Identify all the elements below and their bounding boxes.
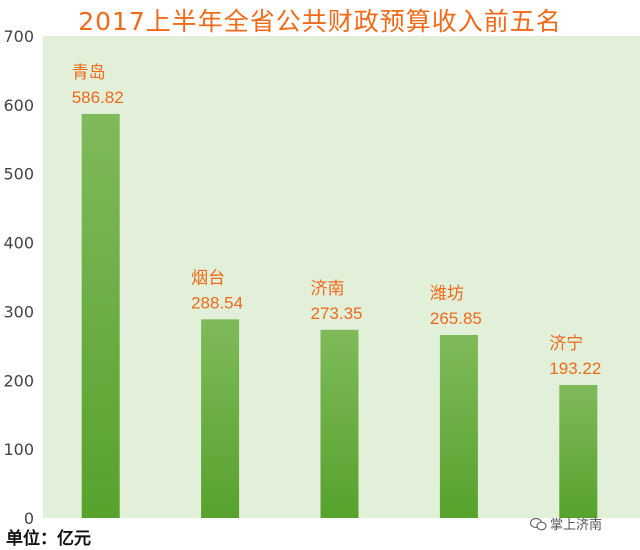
watermark: 掌上济南 — [530, 514, 602, 533]
bar — [439, 334, 478, 518]
category-label: 青岛 — [72, 63, 106, 83]
data-label: 273.35 — [311, 304, 363, 323]
bar-labels: 青岛 586.82 烟台 288.54 济南 273.35 潍坊 265.85 济宁 193.22 — [72, 63, 602, 378]
bar — [320, 329, 359, 518]
bar — [201, 319, 240, 518]
y-tick-label: 700 — [3, 27, 34, 46]
y-tick-label: 400 — [3, 234, 34, 253]
wechat-icon — [530, 518, 547, 531]
y-tick-label: 100 — [3, 440, 34, 459]
category-label: 济宁 — [549, 334, 583, 354]
unit-label: 单位：亿元 — [6, 529, 91, 549]
y-tick-label: 600 — [3, 96, 34, 115]
bar — [81, 113, 120, 518]
bars — [81, 113, 598, 518]
y-axis: 0 100 200 300 400 500 600 700 — [3, 27, 34, 528]
y-tick-label: 0 — [24, 509, 34, 528]
data-label: 193.22 — [549, 359, 601, 378]
data-label: 265.85 — [430, 309, 482, 328]
watermark-text: 掌上济南 — [550, 518, 603, 533]
category-label: 烟台 — [191, 268, 225, 288]
category-label: 济南 — [311, 279, 345, 299]
bar — [559, 384, 598, 518]
chart-title: 2017上半年全省公共财政预算收入前五名 — [78, 7, 562, 36]
y-tick-label: 500 — [3, 165, 34, 184]
y-tick-label: 300 — [3, 302, 34, 321]
category-label: 潍坊 — [430, 284, 464, 304]
data-label: 288.54 — [191, 293, 243, 312]
y-tick-label: 200 — [3, 371, 34, 390]
data-label: 586.82 — [72, 88, 124, 107]
